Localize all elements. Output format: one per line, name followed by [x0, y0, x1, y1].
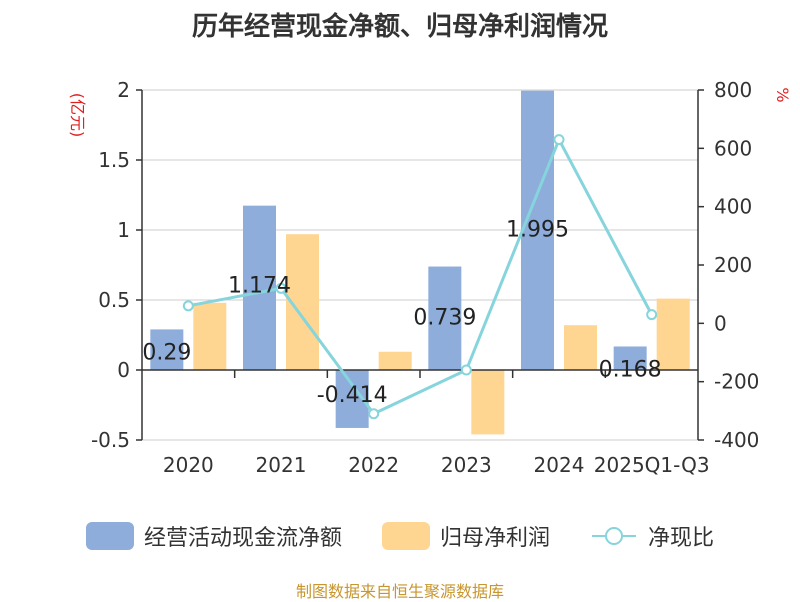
bar-cashflow — [243, 205, 276, 370]
left-tick-label: 2 — [117, 78, 130, 102]
labels-layer: 0.29 1.174 -0.414 0.739 1.995 0.168 — [142, 218, 661, 408]
x-tick-label: 2020 — [163, 453, 214, 477]
data-label-cashflow: 1.995 — [506, 218, 569, 243]
right-tick-label: -200 — [714, 370, 759, 394]
bar-netprofit — [193, 302, 227, 370]
bar-netprofit — [471, 370, 505, 435]
legend-label-cashflow: 经营活动现金流净额 — [143, 526, 342, 551]
data-label-cashflow: 0.739 — [413, 306, 476, 331]
left-axis-title: (亿元) — [68, 93, 87, 138]
ratio-line — [188, 136, 653, 416]
legend-line-icon — [592, 527, 636, 545]
axes-layer: -0.5 0 0.5 1 1.5 2 -400 -200 0 200 400 600 800 (亿元) % 2… — [68, 78, 792, 477]
right-tick-label: 0 — [714, 311, 727, 335]
legend-label-netprofit: 归母净利润 — [439, 526, 550, 551]
legend-item-cashflow[interactable]: 经营活动现金流净额 — [85, 520, 342, 552]
source-note: 制图数据来自恒生聚源数据库 — [295, 582, 504, 601]
x-tick-label: 2022 — [348, 453, 399, 477]
data-label-cashflow: 0.168 — [599, 357, 662, 382]
ratio-point — [368, 408, 380, 420]
ratio-point — [646, 309, 658, 321]
legend-item-netprofit[interactable]: 归母净利润 — [381, 520, 550, 552]
x-tick-label: 2024 — [534, 453, 585, 477]
legend: 经营活动现金流净额 归母净利润 净现比 — [0, 516, 800, 556]
data-label-cashflow: 1.174 — [228, 274, 291, 299]
data-label-cashflow: -0.414 — [317, 383, 388, 408]
left-tick-label: 0 — [117, 358, 130, 382]
left-tick-label: -0.5 — [91, 428, 130, 452]
right-tick-label: 600 — [714, 136, 752, 160]
left-tick-label: 1.5 — [98, 148, 130, 172]
data-label-cashflow: 0.29 — [142, 340, 191, 365]
legend-item-ratio[interactable]: 净现比 — [590, 520, 714, 552]
left-tick-label: 0.5 — [98, 288, 130, 312]
legend-swatch-netprofit — [381, 522, 430, 550]
bar-cashflow — [150, 329, 184, 370]
ratio-point — [460, 364, 472, 376]
bars-layer — [150, 90, 690, 435]
right-tick-label: 400 — [714, 195, 752, 219]
ratio-point — [275, 282, 287, 294]
bar-cashflow — [613, 346, 647, 370]
right-tick-label: -400 — [714, 428, 759, 452]
bar-cashflow — [428, 266, 462, 370]
bar-cashflow — [521, 90, 554, 370]
ratio-point — [182, 300, 194, 312]
chart-title: 历年经营现金净额、归母净利润情况 — [191, 12, 608, 42]
ratio-point — [553, 134, 565, 146]
bar-netprofit — [564, 325, 597, 370]
right-axis-title: % — [773, 87, 792, 102]
x-tick-label: 2021 — [256, 453, 307, 477]
x-tick-label: 2025Q1-Q3 — [594, 453, 710, 477]
legend-label-ratio: 净现比 — [648, 526, 715, 551]
right-tick-label: 200 — [714, 253, 752, 277]
left-tick-label: 1 — [117, 218, 130, 242]
line-layer — [182, 134, 658, 420]
right-tick-label: 800 — [714, 78, 752, 102]
legend-swatch-cashflow — [85, 522, 134, 550]
bar-netprofit — [656, 298, 690, 370]
bar-netprofit — [378, 351, 412, 370]
x-tick-label: 2023 — [441, 453, 492, 477]
grid-layer — [142, 89, 698, 441]
